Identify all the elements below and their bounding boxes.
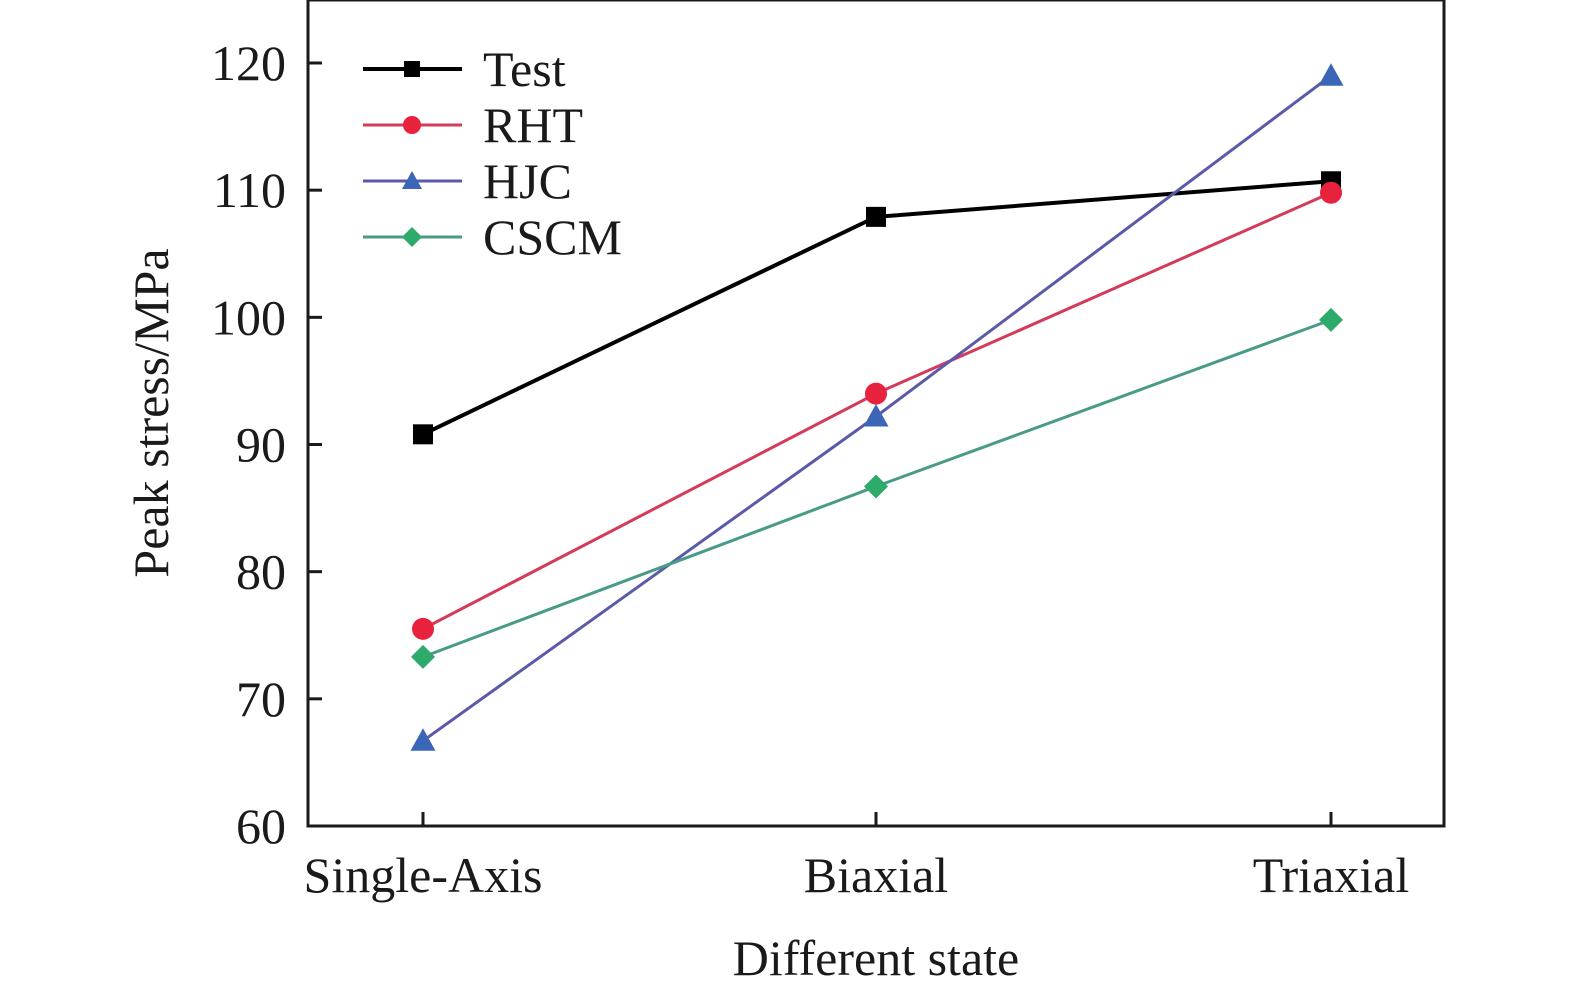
x-axis-title: Different state — [733, 930, 1019, 986]
x-tick-label-single-axis: Single-Axis — [304, 847, 543, 903]
y-tick-label-100: 100 — [211, 289, 286, 345]
legend-label-hjc: HJC — [483, 153, 572, 209]
y-tick-label-110: 110 — [213, 162, 286, 218]
series-markers — [410, 63, 1344, 751]
legend-label-test: Test — [483, 41, 566, 97]
data-point-hjc-single-axis — [410, 728, 436, 751]
y-tick-label-120: 120 — [211, 35, 286, 91]
legend-marker-cscm — [402, 227, 422, 247]
data-point-test-single-axis — [413, 424, 433, 445]
y-tick-label-70: 70 — [236, 671, 286, 727]
data-point-rht-biaxial — [865, 382, 887, 405]
legend-marker-hjc — [402, 171, 422, 189]
legend-marker-test — [404, 61, 420, 77]
y-axis: 60 70 80 90 100 110 120 — [211, 35, 322, 854]
y-tick-label-60: 60 — [236, 798, 286, 854]
x-axis: Single-Axis Biaxial Triaxial — [304, 812, 1410, 903]
data-point-cscm-biaxial — [864, 474, 888, 499]
data-point-rht-single-axis — [412, 617, 434, 640]
data-point-cscm-single-axis — [411, 644, 435, 669]
data-point-test-biaxial — [866, 206, 886, 227]
data-point-cscm-triaxial — [1319, 307, 1343, 332]
legend-label-rht: RHT — [483, 97, 583, 153]
legend-label-cscm: CSCM — [483, 209, 622, 265]
legend-marker-rht — [403, 116, 421, 134]
x-tick-label-biaxial: Biaxial — [804, 847, 948, 903]
y-tick-label-80: 80 — [236, 544, 286, 600]
y-axis-title: Peak stress/MPa — [123, 248, 179, 577]
data-point-hjc-triaxial — [1318, 63, 1344, 86]
y-tick-label-90: 90 — [236, 417, 286, 473]
data-point-hjc-biaxial — [863, 404, 889, 427]
x-tick-label-triaxial: Triaxial — [1253, 847, 1410, 903]
data-point-rht-triaxial — [1320, 181, 1342, 204]
